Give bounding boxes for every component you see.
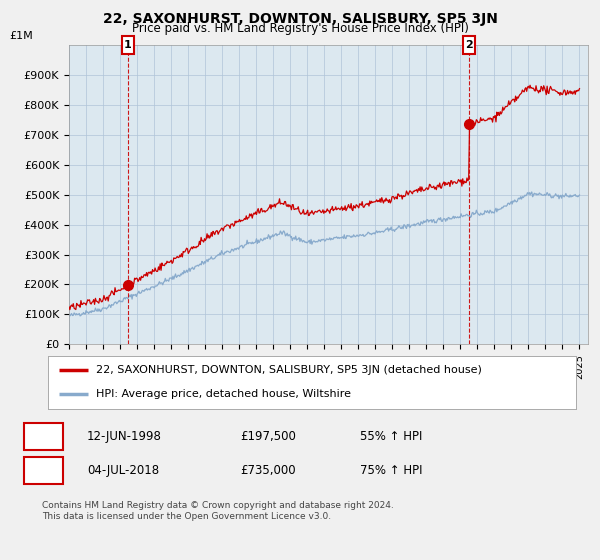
Text: Price paid vs. HM Land Registry's House Price Index (HPI): Price paid vs. HM Land Registry's House … <box>131 22 469 35</box>
Text: HPI: Average price, detached house, Wiltshire: HPI: Average price, detached house, Wilt… <box>95 389 350 399</box>
Text: 75% ↑ HPI: 75% ↑ HPI <box>360 464 422 477</box>
Text: 55% ↑ HPI: 55% ↑ HPI <box>360 430 422 444</box>
Text: 22, SAXONHURST, DOWNTON, SALISBURY, SP5 3JN: 22, SAXONHURST, DOWNTON, SALISBURY, SP5 … <box>103 12 497 26</box>
Bar <box>463 36 475 54</box>
Text: 12-JUN-1998: 12-JUN-1998 <box>87 430 162 444</box>
Text: £735,000: £735,000 <box>240 464 296 477</box>
Text: 2: 2 <box>40 464 48 477</box>
Bar <box>122 36 134 54</box>
Text: £1M: £1M <box>10 31 33 41</box>
Text: £197,500: £197,500 <box>240 430 296 444</box>
Text: Contains HM Land Registry data © Crown copyright and database right 2024.
This d: Contains HM Land Registry data © Crown c… <box>42 501 394 521</box>
Text: 22, SAXONHURST, DOWNTON, SALISBURY, SP5 3JN (detached house): 22, SAXONHURST, DOWNTON, SALISBURY, SP5 … <box>95 366 481 376</box>
Text: 04-JUL-2018: 04-JUL-2018 <box>87 464 159 477</box>
Text: 2: 2 <box>465 40 473 50</box>
Text: 1: 1 <box>40 430 48 444</box>
Text: 1: 1 <box>124 40 131 50</box>
